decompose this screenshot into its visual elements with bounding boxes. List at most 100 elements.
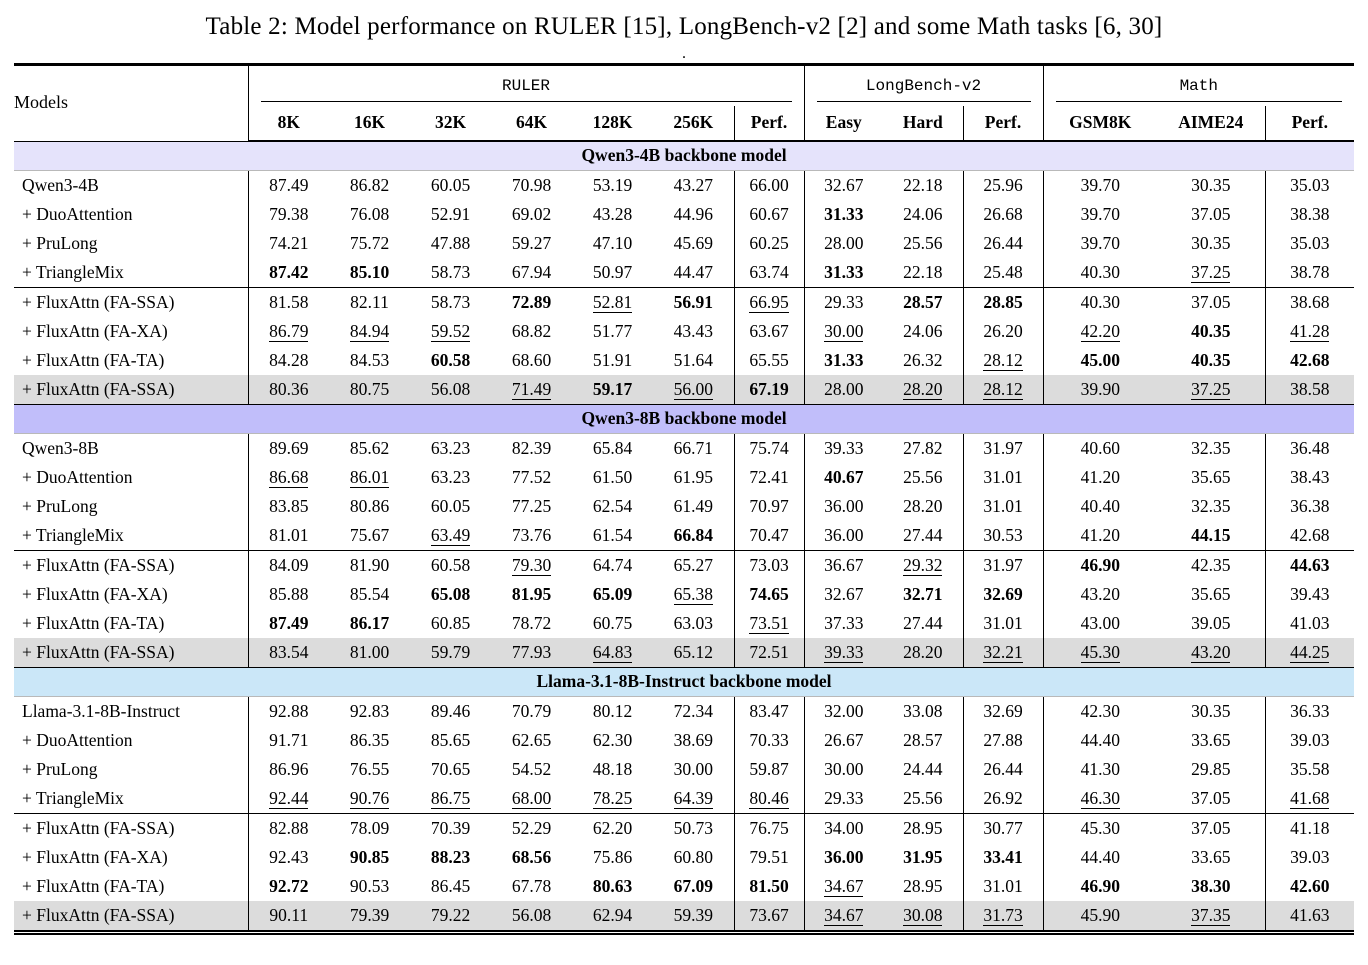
cell: 31.97: [962, 550, 1044, 580]
cell: 39.03: [1264, 726, 1355, 755]
cell: 72.51: [733, 638, 805, 668]
cell: 63.23: [430, 466, 471, 487]
section-band-label: Qwen3-4B backbone model: [14, 140, 1355, 171]
cell: 40.35: [1157, 317, 1265, 346]
column-header-hard: Hard: [883, 106, 964, 142]
cell-value: 31.33: [824, 203, 864, 224]
cell-value: 42.20: [1080, 320, 1120, 343]
cell: 65.09: [572, 580, 653, 609]
cell-value: 88.23: [430, 846, 471, 867]
cell: 70.98: [511, 174, 552, 195]
model-name: + TriangleMix: [22, 787, 124, 808]
cell-value: 34.67: [824, 904, 864, 927]
cell: 61.50: [592, 466, 633, 487]
cell: 38.58: [1264, 375, 1355, 405]
cell: 51.77: [592, 320, 633, 341]
cell-value: 45.30: [1080, 641, 1120, 664]
cell: 68.60: [511, 349, 552, 370]
cell: 32.71: [883, 580, 963, 609]
cell: 28.20: [883, 375, 963, 405]
cell: 36.33: [1264, 696, 1355, 726]
cell: 43.27: [673, 174, 713, 195]
model-name: + FluxAttn (FA-TA): [22, 612, 165, 633]
cell: 76.55: [349, 758, 390, 779]
cell: 79.51: [733, 843, 805, 872]
cell-value: 46.90: [1080, 875, 1120, 896]
cell: 59.79: [430, 641, 471, 662]
cell: 63.23: [430, 437, 471, 458]
cell-value: 28.57: [903, 291, 943, 312]
cell: 68.56: [491, 843, 572, 872]
cell: 31.33: [803, 200, 884, 229]
cell: 37.05: [1191, 203, 1231, 224]
cell: 32.00: [803, 696, 884, 726]
cell: 41.18: [1264, 813, 1355, 843]
cell: 41.03: [1264, 609, 1355, 638]
cell-value: 68.00: [511, 787, 552, 810]
cell: 84.94: [329, 317, 410, 346]
cell-value: 86.79: [269, 320, 309, 343]
cell: 27.44: [903, 524, 943, 545]
cell: 75.72: [349, 232, 390, 253]
cell-value: 40.35: [1191, 320, 1231, 341]
cell: 31.97: [962, 433, 1044, 463]
cell-value: 37.25: [1191, 378, 1231, 401]
cell: 39.43: [1264, 580, 1355, 609]
cell: 42.20: [1042, 317, 1158, 346]
cell: 39.70: [1042, 170, 1158, 200]
cell: 47.88: [430, 232, 471, 253]
cell: 28.00: [803, 229, 884, 258]
cell: 87.49: [247, 170, 329, 200]
cell: 40.30: [1042, 258, 1158, 288]
cell: 58.73: [430, 261, 471, 282]
table-row: + PruLong 83.85 80.86 60.05 77.25 62.54 61.49 7…: [14, 492, 1355, 521]
cell-value: 81.50: [749, 875, 789, 896]
table-row: + TriangleMix 92.44 90.76 86.75 68.00 78.25 64…: [14, 784, 1355, 814]
cell: 80.75: [349, 378, 390, 399]
cell: 36.00: [803, 521, 884, 551]
cell: 26.68: [962, 200, 1044, 229]
model-name: + FluxAttn (FA-XA): [22, 583, 168, 604]
table-row: + FluxAttn (FA-XA) 92.43 90.85 88.23 68.56 75…: [14, 843, 1355, 872]
cell: 65.84: [592, 437, 633, 458]
cell: 75.86: [592, 846, 633, 867]
cell-value: 33.41: [983, 846, 1023, 867]
cell: 62.94: [592, 904, 633, 925]
table-row: + PruLong 86.96 76.55 70.65 54.52 48.18 30.00 5…: [14, 755, 1355, 784]
cell-value: 80.63: [592, 875, 633, 896]
cell: 30.35: [1191, 700, 1231, 721]
cell: 44.47: [673, 261, 713, 282]
cell: 40.60: [1042, 433, 1158, 463]
cell-value: 86.68: [269, 466, 309, 489]
cell: 29.33: [803, 784, 884, 814]
cell: 81.00: [349, 641, 390, 662]
model-name: Llama-3.1-8B-Instruct: [22, 700, 180, 721]
cell: 31.33: [803, 346, 884, 375]
cell: 86.68: [247, 463, 329, 492]
cell: 80.36: [247, 375, 329, 405]
cell: 90.53: [349, 875, 390, 896]
cell: 41.28: [1264, 317, 1355, 346]
cell-value: 37.25: [1191, 261, 1231, 284]
column-header-128k: 128K: [572, 106, 653, 142]
cell: 83.54: [247, 638, 329, 668]
cell: 58.73: [410, 287, 491, 317]
cell: 44.25: [1264, 638, 1355, 668]
column-header-perf-: Perf.: [962, 106, 1044, 142]
cell: 35.65: [1191, 583, 1231, 604]
section-band: Qwen3-4B backbone model: [14, 140, 1355, 171]
cell: 70.47: [733, 521, 805, 551]
group-label: Math: [1179, 77, 1218, 96]
cell: 40.67: [803, 463, 884, 492]
table-row: + FluxAttn (FA-TA) 84.28 84.53 60.58 68.60 51…: [14, 346, 1355, 375]
cell: 83.85: [247, 492, 329, 521]
cell-value: 32.69: [983, 583, 1023, 604]
cell: 25.56: [903, 466, 943, 487]
cell: 60.67: [733, 200, 805, 229]
model-name: + FluxAttn (FA-SSA): [14, 550, 248, 580]
cell: 30.77: [962, 813, 1044, 843]
cell: 77.52: [511, 466, 552, 487]
cell-value: 64.39: [673, 787, 713, 810]
cell: 28.95: [883, 813, 964, 843]
cell: 87.49: [247, 609, 329, 638]
